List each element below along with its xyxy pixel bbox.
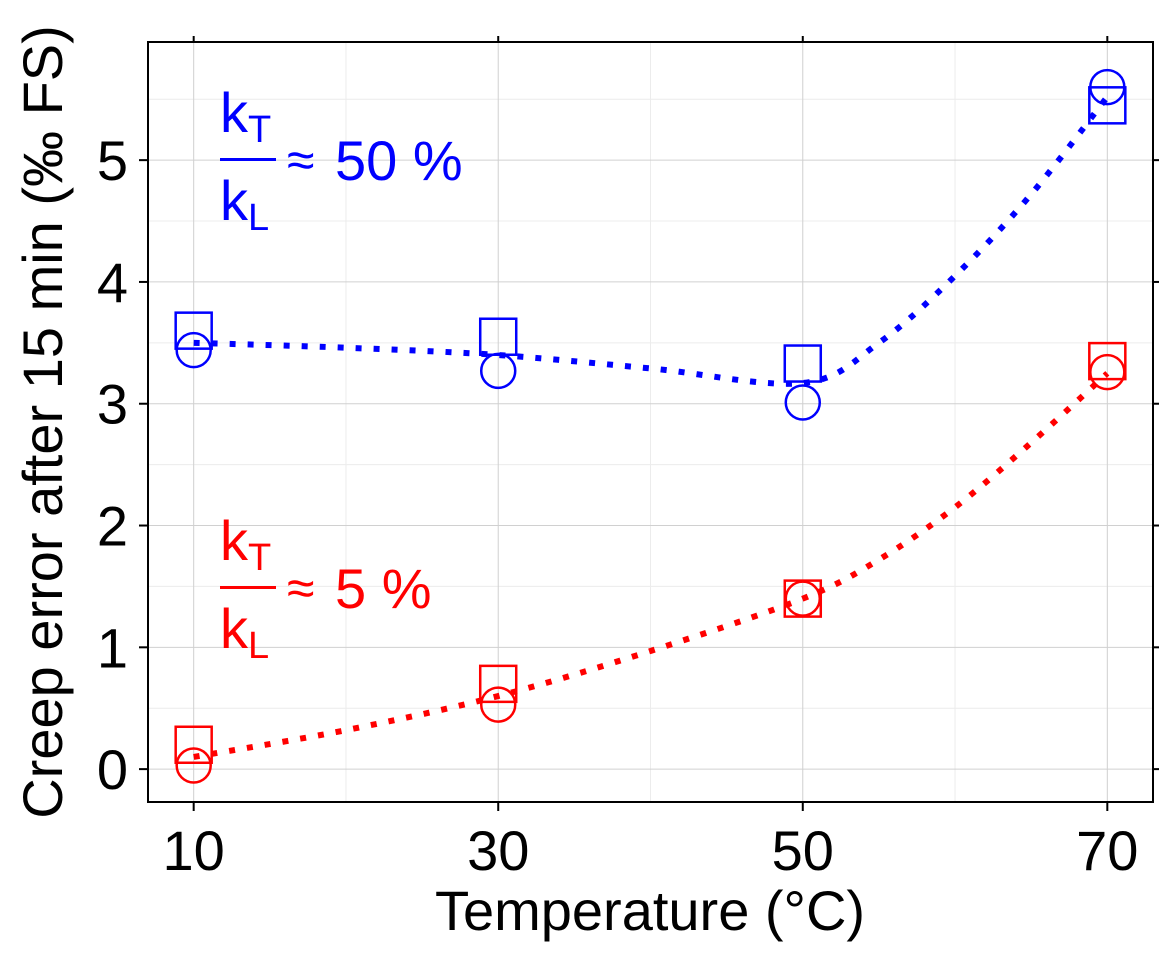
annotation-50-denominator: kL — [220, 169, 269, 239]
y-axis-label: Creep error after 15 min (‰ FS) — [11, 25, 74, 819]
annotation-5-value: 5 % — [335, 557, 432, 620]
series-0-circle-point — [175, 331, 212, 369]
series-0-fit-line — [193, 94, 1110, 387]
y-tick-label: 5 — [97, 129, 128, 192]
series-1-circle-point — [479, 686, 517, 723]
axes: 10 30 50 70 0 1 2 3 4 5 — [97, 36, 1159, 882]
series-0-circle-point — [784, 384, 822, 421]
series-0-circle-point — [1089, 68, 1126, 106]
y-tick-label: 2 — [97, 495, 128, 558]
annotation-50-value: 50 % — [335, 129, 463, 192]
plot-frame — [147, 41, 1154, 803]
series-1-circle-point — [784, 580, 822, 617]
y-tick-label: 3 — [97, 373, 128, 436]
x-tick-label: 30 — [467, 819, 529, 882]
series-1 — [174, 341, 1127, 784]
grid — [148, 42, 1153, 802]
y-tick-label: 1 — [97, 616, 128, 679]
x-axis-label: Temperature (°C) — [435, 879, 865, 942]
series-1-circle-point — [175, 747, 212, 784]
series-1-square-point — [1088, 341, 1127, 381]
series-0-square-point — [783, 344, 823, 383]
annotation-50-fraction-bar — [220, 158, 276, 161]
x-tick-label: 50 — [772, 819, 834, 882]
series-1-square-point — [478, 664, 518, 704]
annotation-50-numerator: kT — [220, 81, 271, 151]
annotation-5-numerator: kT — [220, 509, 271, 579]
series-layer — [174, 68, 1127, 784]
series-0-square-point — [1088, 86, 1127, 125]
y-tick-label: 4 — [97, 251, 128, 314]
annotation-ratio-50: kT kL ≈ 50 % — [220, 81, 463, 239]
annotation-5-denominator: kL — [220, 597, 269, 667]
series-1-circle-point — [1089, 353, 1126, 391]
annotation-5-approx: ≈ — [287, 560, 314, 616]
x-tick-label: 10 — [163, 819, 225, 882]
series-1-fit-line — [193, 371, 1110, 760]
series-0-square-point — [174, 311, 213, 350]
series-1-square-point — [174, 725, 213, 765]
series-0 — [174, 68, 1127, 421]
series-0-circle-point — [479, 352, 517, 390]
annotation-50-approx: ≈ — [287, 132, 314, 188]
annotation-ratio-5: kT kL ≈ 5 % — [220, 509, 432, 667]
annotation-5-fraction-bar — [220, 586, 276, 589]
x-tick-label: 70 — [1076, 819, 1138, 882]
y-tick-label: 0 — [97, 738, 128, 801]
